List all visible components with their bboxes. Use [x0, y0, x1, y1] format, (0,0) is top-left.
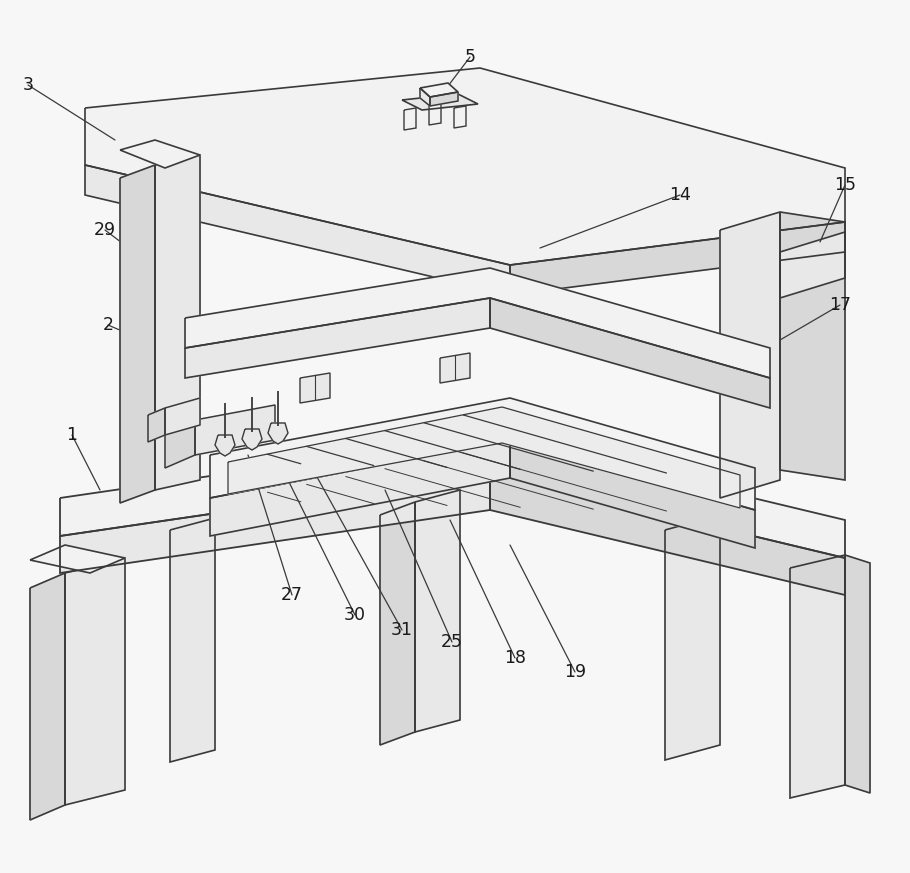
Polygon shape [155, 155, 200, 490]
Polygon shape [65, 558, 125, 805]
Text: 30: 30 [344, 606, 366, 624]
Text: 27: 27 [281, 586, 303, 604]
Polygon shape [845, 555, 870, 793]
Polygon shape [60, 435, 845, 558]
Polygon shape [720, 212, 780, 498]
Text: 1: 1 [66, 426, 77, 444]
Polygon shape [195, 405, 275, 455]
Polygon shape [148, 408, 165, 442]
Polygon shape [780, 212, 845, 480]
Polygon shape [228, 407, 740, 508]
Polygon shape [490, 298, 770, 408]
Polygon shape [165, 420, 195, 468]
Polygon shape [402, 94, 478, 110]
Text: 19: 19 [564, 663, 586, 681]
Polygon shape [380, 502, 415, 745]
Text: 18: 18 [504, 649, 526, 667]
Polygon shape [30, 545, 125, 573]
Polygon shape [60, 473, 490, 573]
Polygon shape [510, 440, 755, 548]
Polygon shape [420, 83, 458, 97]
Polygon shape [120, 165, 155, 503]
Polygon shape [510, 222, 845, 295]
Polygon shape [429, 103, 441, 125]
Polygon shape [185, 268, 770, 378]
Polygon shape [210, 398, 755, 510]
Polygon shape [490, 473, 845, 595]
Text: 5: 5 [464, 48, 476, 66]
Polygon shape [120, 140, 200, 168]
Polygon shape [420, 88, 430, 106]
Polygon shape [30, 573, 65, 820]
Text: 17: 17 [829, 296, 851, 314]
Polygon shape [165, 398, 200, 435]
Polygon shape [170, 518, 215, 762]
Polygon shape [268, 423, 288, 444]
Polygon shape [665, 515, 720, 760]
Polygon shape [210, 440, 510, 536]
Text: 15: 15 [834, 176, 856, 194]
Polygon shape [440, 353, 470, 383]
Polygon shape [790, 555, 845, 798]
Text: 25: 25 [441, 633, 463, 651]
Polygon shape [415, 490, 460, 732]
Text: 2: 2 [103, 316, 114, 334]
Polygon shape [430, 92, 458, 106]
Text: 14: 14 [669, 186, 691, 204]
Polygon shape [404, 108, 416, 130]
Text: 29: 29 [94, 221, 116, 239]
Polygon shape [780, 232, 845, 298]
Polygon shape [185, 298, 490, 378]
Polygon shape [454, 106, 466, 128]
Text: 31: 31 [391, 621, 413, 639]
Polygon shape [215, 435, 235, 456]
Polygon shape [242, 429, 262, 450]
Polygon shape [85, 165, 510, 295]
Text: 3: 3 [23, 76, 34, 94]
Polygon shape [85, 68, 845, 265]
Polygon shape [300, 373, 330, 403]
